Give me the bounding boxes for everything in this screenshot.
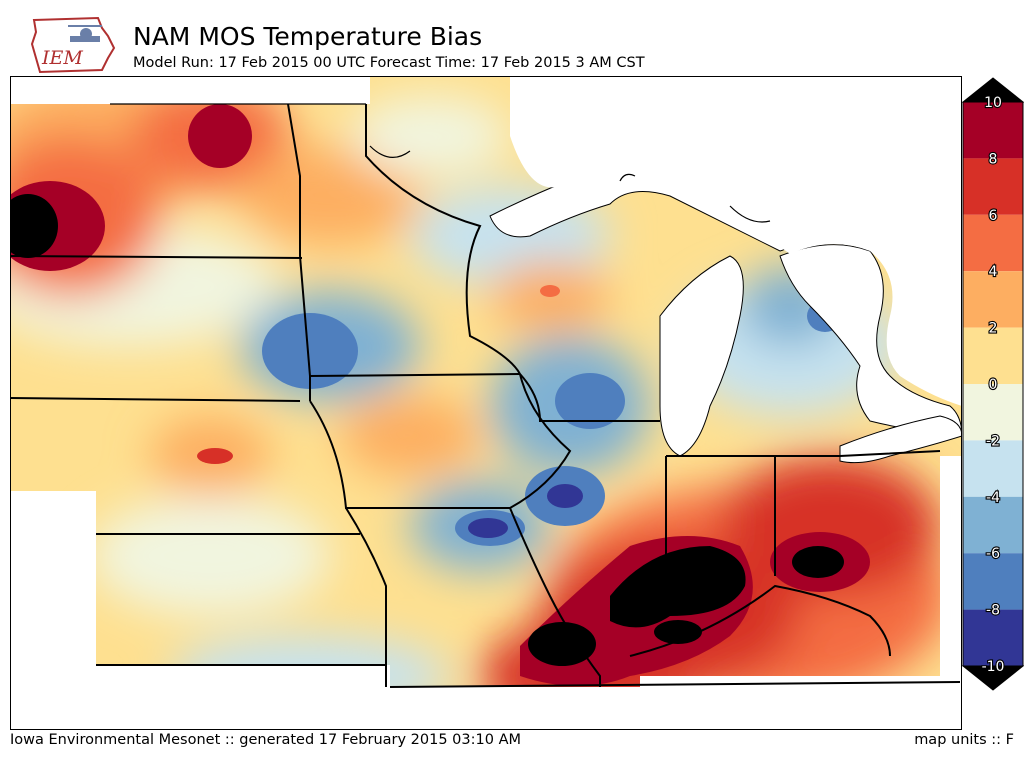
- masked-area: [10, 665, 390, 730]
- lake-huron: [779, 244, 962, 437]
- bias-core-positive: [792, 546, 844, 578]
- colorbar-segment: [963, 384, 1023, 441]
- colorbar-tick-label: 2: [989, 321, 998, 337]
- map-frame: [10, 76, 962, 730]
- colorbar-segment: [963, 214, 1023, 272]
- bias-core-negative: [262, 313, 358, 389]
- colorbar-tick-label: -4: [986, 490, 1000, 506]
- page-title: NAM MOS Temperature Bias: [133, 22, 483, 51]
- colorbar: 10 8 6 4 2 0 -2 -4 -6 -8 -10: [962, 77, 1024, 691]
- coastlines: [110, 103, 771, 223]
- colorbar-tick-label: -8: [986, 603, 1000, 619]
- iem-logo: IEM: [30, 16, 116, 74]
- colorbar-tick-label: 0: [989, 377, 998, 393]
- colorbar-segment: [963, 553, 1023, 610]
- colorbar-segment: [963, 271, 1023, 328]
- bias-core-positive: [610, 546, 746, 628]
- colorbar-tick-label: -6: [986, 546, 1000, 562]
- colorbar-tick-label: -2: [986, 433, 1000, 449]
- bias-core-positive: [528, 622, 596, 666]
- bias-core-negative: [547, 484, 583, 508]
- colorbar-segment: [963, 440, 1023, 497]
- logo-text: IEM: [41, 47, 83, 69]
- colorbar-segment: [963, 496, 1023, 554]
- bias-core-negative: [555, 373, 625, 429]
- masked-area: [10, 491, 96, 665]
- colorbar-segment: [963, 158, 1023, 215]
- footer-units: map units :: F: [914, 732, 1014, 748]
- colorbar-tick-label: 6: [989, 208, 998, 224]
- lake-michigan: [659, 255, 744, 457]
- bias-core-positive: [188, 104, 252, 168]
- bias-core-positive: [540, 285, 560, 297]
- colorbar-tick-label: 8: [989, 151, 998, 167]
- masked-area: [10, 76, 370, 104]
- bias-core-positive: [654, 620, 702, 644]
- colorbar-tick-label: -10: [982, 659, 1005, 675]
- colorbar-segment: [963, 327, 1023, 384]
- colorbar-tick-label: 4: [989, 264, 998, 280]
- masked-area: [390, 687, 640, 730]
- masked-area: [940, 456, 962, 676]
- bias-core-positive: [197, 448, 233, 464]
- page-subtitle: Model Run: 17 Feb 2015 00 UTC Forecast T…: [133, 55, 645, 71]
- bias-core-positive: [10, 194, 58, 258]
- footer-credit: Iowa Environmental Mesonet :: generated …: [10, 732, 522, 748]
- colorbar-segment: [963, 609, 1023, 666]
- canada-land: [510, 76, 962, 406]
- bias-core-negative: [468, 518, 508, 538]
- state-borders: [10, 103, 961, 688]
- colorbar-tick-label: 10: [984, 95, 1002, 111]
- colorbar-segment: [963, 102, 1023, 159]
- colorbar-under-triangle: [962, 665, 1024, 691]
- temperature-bias-map: [10, 76, 962, 730]
